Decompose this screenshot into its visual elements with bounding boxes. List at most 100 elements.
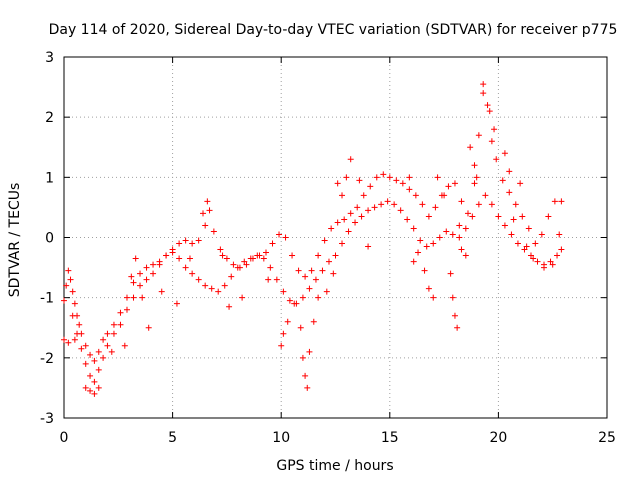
data-point bbox=[169, 249, 176, 256]
data-point bbox=[130, 294, 137, 301]
data-point bbox=[273, 276, 280, 283]
y-tick-label: 1 bbox=[45, 170, 54, 186]
data-point bbox=[256, 252, 263, 259]
data-point bbox=[295, 267, 302, 274]
data-point bbox=[443, 228, 450, 235]
y-tick-label: 2 bbox=[45, 110, 54, 126]
x-tick-label: 10 bbox=[272, 430, 290, 446]
data-point bbox=[501, 150, 508, 157]
data-point bbox=[63, 282, 70, 289]
data-point bbox=[95, 348, 102, 355]
data-point bbox=[241, 258, 248, 265]
data-point bbox=[130, 279, 137, 286]
data-point bbox=[200, 210, 207, 217]
data-point bbox=[69, 312, 76, 319]
data-point bbox=[384, 198, 391, 205]
data-point bbox=[447, 270, 454, 277]
data-point bbox=[356, 177, 363, 184]
data-point bbox=[282, 234, 289, 241]
data-point bbox=[173, 300, 180, 307]
data-point bbox=[451, 312, 458, 319]
data-point bbox=[61, 336, 67, 343]
data-point bbox=[406, 186, 413, 193]
data-point bbox=[91, 357, 98, 364]
data-point bbox=[354, 204, 361, 211]
data-point bbox=[228, 273, 235, 280]
data-point bbox=[506, 189, 513, 196]
data-point bbox=[499, 177, 506, 184]
data-point bbox=[195, 237, 202, 244]
data-point bbox=[449, 294, 456, 301]
data-point bbox=[76, 321, 83, 328]
data-point bbox=[306, 348, 313, 355]
data-point bbox=[484, 102, 491, 109]
data-point bbox=[82, 342, 89, 349]
data-point bbox=[269, 240, 276, 247]
data-point bbox=[210, 228, 217, 235]
data-point bbox=[541, 264, 548, 271]
data-point bbox=[425, 285, 432, 292]
data-point bbox=[208, 285, 215, 292]
data-point bbox=[176, 255, 183, 262]
data-point bbox=[78, 345, 85, 352]
data-point bbox=[519, 213, 526, 220]
data-point bbox=[451, 180, 458, 187]
data-point bbox=[87, 351, 94, 358]
data-point bbox=[123, 294, 130, 301]
grid-lines bbox=[64, 57, 607, 418]
x-tick-label: 0 bbox=[60, 430, 69, 446]
data-point bbox=[352, 219, 359, 226]
data-point bbox=[365, 243, 372, 250]
data-point bbox=[339, 240, 346, 247]
data-point bbox=[508, 231, 515, 238]
data-point bbox=[65, 267, 72, 274]
data-point bbox=[556, 231, 563, 238]
data-point bbox=[61, 297, 67, 304]
data-point bbox=[221, 282, 228, 289]
data-point bbox=[493, 156, 500, 163]
data-point bbox=[195, 276, 202, 283]
data-point bbox=[373, 174, 380, 181]
data-point bbox=[302, 372, 309, 379]
data-point bbox=[280, 330, 287, 337]
data-point bbox=[532, 240, 539, 247]
data-point bbox=[321, 237, 328, 244]
data-point bbox=[521, 246, 528, 253]
data-point bbox=[367, 183, 374, 190]
data-point bbox=[334, 180, 341, 187]
data-point bbox=[467, 144, 474, 151]
data-point bbox=[117, 309, 124, 316]
data-point bbox=[236, 264, 243, 271]
data-point bbox=[538, 231, 545, 238]
data-point bbox=[186, 255, 193, 262]
data-point bbox=[358, 213, 365, 220]
data-point bbox=[534, 258, 541, 265]
data-point bbox=[315, 252, 322, 259]
y-tick-label: 3 bbox=[45, 50, 54, 66]
data-point bbox=[365, 207, 372, 214]
data-point bbox=[456, 222, 463, 229]
data-point bbox=[265, 276, 272, 283]
data-point bbox=[410, 258, 417, 265]
data-point bbox=[495, 213, 502, 220]
data-point bbox=[480, 81, 487, 88]
data-points bbox=[61, 81, 565, 397]
data-point bbox=[150, 261, 157, 268]
data-point bbox=[404, 216, 411, 223]
data-point bbox=[339, 192, 346, 199]
data-point bbox=[558, 198, 565, 205]
data-point bbox=[143, 264, 150, 271]
data-point bbox=[110, 330, 117, 337]
data-point bbox=[310, 318, 317, 325]
data-point bbox=[128, 273, 135, 280]
data-point bbox=[430, 294, 437, 301]
data-point bbox=[488, 138, 495, 145]
y-tick-label: -3 bbox=[40, 411, 54, 427]
data-point bbox=[71, 336, 78, 343]
data-point bbox=[454, 324, 461, 331]
data-point bbox=[121, 342, 128, 349]
data-point bbox=[137, 270, 144, 277]
data-point bbox=[345, 228, 352, 235]
y-tick-label: -2 bbox=[40, 351, 54, 367]
data-point bbox=[425, 213, 432, 220]
